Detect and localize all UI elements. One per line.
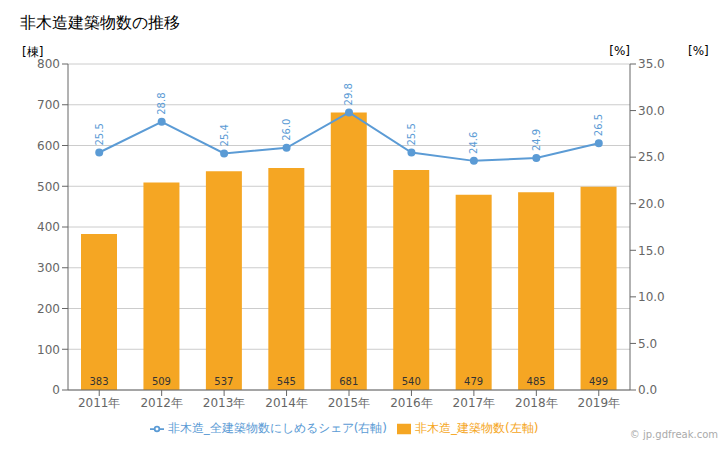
svg-text:2019年: 2019年 — [578, 396, 621, 410]
svg-text:383: 383 — [89, 376, 108, 387]
svg-text:545: 545 — [277, 376, 296, 387]
svg-text:35.0: 35.0 — [638, 57, 665, 71]
svg-text:2012年: 2012年 — [140, 396, 183, 410]
svg-text:2011年: 2011年 — [78, 396, 121, 410]
svg-text:700: 700 — [37, 98, 60, 112]
svg-text:800: 800 — [37, 57, 60, 71]
svg-text:509: 509 — [152, 376, 171, 387]
html-text:非木造_建築物数(左軸): 非木造_建築物数(左軸) — [415, 421, 539, 435]
svg-text:540: 540 — [402, 376, 421, 387]
svg-text:20.0: 20.0 — [638, 197, 665, 211]
html-text:非木造_全建築物数にしめるシェア(右軸): 非木造_全建築物数にしめるシェア(右軸) — [167, 421, 387, 435]
svg-text:24.6: 24.6 — [468, 132, 479, 154]
svg-text:15.0: 15.0 — [638, 244, 665, 258]
svg-text:2016年: 2016年 — [390, 396, 433, 410]
svg-text:479: 479 — [464, 376, 483, 387]
svg-text:30.0: 30.0 — [638, 104, 665, 118]
svg-text:2018年: 2018年 — [515, 396, 558, 410]
html-text:非木造建築物数の推移: 非木造建築物数の推移 — [20, 13, 180, 32]
svg-text:485: 485 — [527, 376, 546, 387]
svg-text:5.0: 5.0 — [638, 337, 657, 351]
svg-text:500: 500 — [37, 180, 60, 194]
svg-text:2017年: 2017年 — [453, 396, 496, 410]
svg-text:200: 200 — [37, 302, 60, 316]
svg-text:24.9: 24.9 — [531, 129, 542, 151]
svg-text:25.4: 25.4 — [219, 124, 230, 146]
svg-text:26.5: 26.5 — [593, 114, 604, 136]
svg-text:10.0: 10.0 — [638, 290, 665, 304]
svg-text:300: 300 — [37, 261, 60, 275]
svg-text:681: 681 — [339, 376, 358, 387]
svg-text:0: 0 — [52, 383, 60, 397]
svg-text:0.0: 0.0 — [638, 383, 657, 397]
svg-text:26.0: 26.0 — [281, 119, 292, 141]
html-text:© jp.gdfreak.com: © jp.gdfreak.com — [629, 429, 718, 440]
html-text:[棟]: [棟] — [22, 45, 44, 59]
svg-text:499: 499 — [589, 376, 608, 387]
svg-text:25.5: 25.5 — [94, 123, 105, 145]
svg-text:400: 400 — [37, 220, 60, 234]
svg-text:2013年: 2013年 — [203, 396, 246, 410]
svg-text:2015年: 2015年 — [328, 396, 371, 410]
svg-text:600: 600 — [37, 139, 60, 153]
svg-text:537: 537 — [214, 376, 233, 387]
svg-text:29.8: 29.8 — [344, 83, 355, 105]
svg-text:25.5: 25.5 — [406, 123, 417, 145]
svg-text:25.0: 25.0 — [638, 150, 665, 164]
svg-text:2014年: 2014年 — [265, 396, 308, 410]
svg-text:100: 100 — [37, 343, 60, 357]
svg-text:28.8: 28.8 — [156, 92, 167, 114]
